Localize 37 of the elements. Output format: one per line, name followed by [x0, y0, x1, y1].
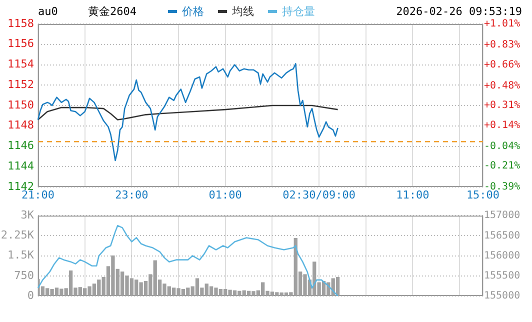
- y-tick-label: 3K: [20, 208, 34, 222]
- y2-tick-label: 157000: [484, 210, 520, 222]
- y2-tick-label: +0.83%: [484, 40, 520, 51]
- x-tick-label: 15:00: [466, 188, 500, 202]
- y-tick-label: 750: [14, 268, 34, 282]
- text: 2026-02-26 09:53:19: [396, 5, 522, 18]
- x-tick-label: 23:00: [115, 188, 148, 202]
- y2-tick-label: 156000: [484, 250, 520, 262]
- legend-label: 持仓量: [282, 4, 315, 19]
- y-tick-label: 1148: [8, 118, 34, 132]
- y-tick-label: 1144: [8, 159, 34, 172]
- y2-tick-label: 155000: [484, 290, 520, 302]
- y-tick-label: 1158: [8, 16, 34, 30]
- y-tick-label: 1156: [8, 37, 34, 50]
- y2-tick-label: 155500: [484, 270, 520, 282]
- y2-tick-label: -0.21%: [484, 160, 520, 172]
- chart-title: 黄金2604: [88, 4, 138, 19]
- y-tick-label: 1154: [8, 58, 34, 71]
- y2-tick-label: +0.14%: [484, 120, 520, 131]
- y2-tick-label: +1.01%: [484, 18, 520, 30]
- y2-tick-label: +0.66%: [484, 59, 520, 70]
- y-tick-label: 1152: [8, 78, 34, 91]
- y-tick-label: 1150: [8, 98, 34, 112]
- chart-subtitle: au0: [38, 5, 59, 18]
- y2-tick-label: 156500: [484, 230, 520, 242]
- y2-tick-label: +0.48%: [484, 80, 520, 92]
- legend-label: 价格: [182, 4, 204, 19]
- x-tick-label: 02:30/09:00: [282, 188, 356, 202]
- y-tick-label: 0: [27, 288, 34, 302]
- x-tick-label: 11:00: [396, 188, 430, 202]
- y-tick-label: 1.5K: [8, 248, 34, 262]
- y-tick-label: 1146: [8, 139, 34, 152]
- y2-tick-label: -0.04%: [484, 140, 520, 152]
- legend-label: 均线: [232, 4, 254, 19]
- y2-tick-label: +0.31%: [484, 100, 520, 112]
- y-tick-label: 2.25K: [0, 228, 34, 242]
- x-tick-label: 01:00: [208, 188, 242, 202]
